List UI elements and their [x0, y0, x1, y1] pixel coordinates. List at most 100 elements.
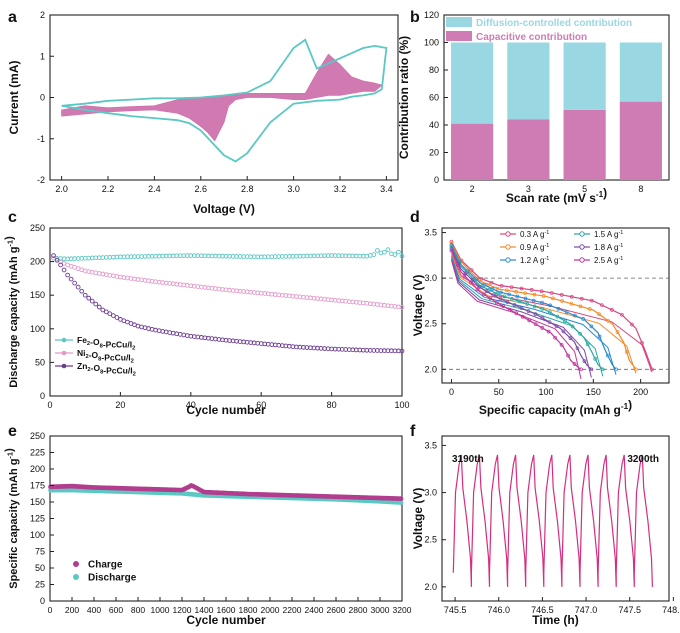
data-point-d [533, 322, 538, 326]
panel-label-d: d [410, 209, 420, 226]
y-tick-label-e: 200 [30, 464, 45, 474]
x-tick-label-f: 746.5 [531, 605, 554, 615]
data-point-d [589, 324, 594, 329]
y-tick-label-b: 80 [429, 65, 439, 75]
data-point-c [107, 311, 113, 317]
bar-diffusion [619, 42, 662, 102]
y-axis-label-c: Discharge capacity (mAh g-1) [4, 236, 20, 388]
y-tick-label-f: 3.0 [424, 488, 437, 498]
data-point-d [540, 306, 545, 311]
data-point-d [569, 294, 574, 299]
legend-marker-c [61, 363, 67, 369]
data-point-d [507, 292, 511, 297]
legend-label-c: Ni2-O8-PcCu/I2 [77, 348, 134, 364]
data-point-d [532, 304, 537, 309]
data-point-d [546, 329, 551, 334]
data-point-d [477, 285, 482, 289]
data-point-d [449, 247, 454, 251]
x-tick-label-b: 2 [470, 184, 475, 194]
data-point-d [531, 298, 536, 303]
legend-marker-c [61, 350, 67, 356]
data-point-d [566, 353, 570, 358]
bar-capacitive [563, 109, 606, 180]
data-point-d [599, 303, 604, 307]
x-tick-label-e: 0 [48, 605, 53, 615]
data-point-d [539, 289, 544, 294]
y-axis-label-b: Contribution ratio (%) [397, 36, 411, 159]
data-point-d [620, 312, 624, 317]
y-tick-label-b: 100 [424, 38, 439, 48]
data-point-d [494, 300, 499, 305]
data-point-d [630, 322, 634, 327]
x-tick-label-d: 50 [494, 387, 504, 397]
x-tick-label-f: 747.5 [618, 605, 641, 615]
legend-marker-d [505, 231, 511, 237]
legend-label-c: Zn2-O8-PcCu/I2 [77, 361, 136, 377]
y-axis-label-e: Specific capacity (mAh g-1) [4, 448, 20, 589]
data-point-d [573, 313, 577, 318]
y-tick-label-e: 75 [35, 547, 45, 557]
legend-marker-d [505, 244, 511, 250]
legend-label-b: Diffusion-controlled contribution [476, 18, 632, 29]
data-point-d [504, 288, 509, 293]
x-tick-label-a: 2.2 [102, 184, 115, 194]
bar-diffusion [507, 42, 550, 120]
data-point-c [399, 304, 405, 310]
data-point-d [555, 314, 560, 319]
bar-diffusion [451, 42, 494, 124]
data-point-d [587, 307, 592, 311]
data-point-c [51, 253, 56, 258]
data-point-d [563, 319, 567, 323]
data-point-d [449, 245, 454, 249]
data-point-d [519, 306, 524, 310]
data-point-d [484, 289, 489, 293]
data-point-d [578, 331, 582, 336]
legend-label-d: 0.3 A g-1 [520, 230, 549, 239]
data-point-d [495, 286, 500, 291]
y-tick-label-a: 0 [40, 93, 45, 103]
y-tick-label-c: 200 [30, 257, 45, 267]
data-point-d [463, 271, 468, 276]
data-point-d [549, 291, 554, 295]
x-axis-label-b: Scan rate (mV s-1) [506, 186, 607, 205]
y-tick-label-a: 1 [40, 51, 45, 61]
data-point-d [624, 349, 629, 354]
data-point-d [499, 283, 504, 288]
legend-label-d: 1.2 A g-1 [520, 256, 549, 265]
data-point-d [507, 307, 512, 312]
y-axis-label-d: Voltage (V) [411, 275, 425, 337]
data-point-d [600, 367, 605, 372]
y-tick-label-b: 20 [429, 148, 439, 158]
data-point-e [398, 500, 404, 506]
x-tick-label-f: 748.0 [662, 605, 680, 615]
data-point-d [515, 294, 520, 299]
data-point-d [579, 296, 584, 301]
legend-label-c: Fe2-O8-PcCu/I2 [77, 335, 135, 351]
x-tick-label-a: 3.4 [380, 184, 393, 194]
y-tick-label-d: 2.0 [424, 364, 437, 374]
x-tick-label-e: 2600 [327, 605, 346, 615]
legend-label-e: Charge [88, 560, 123, 571]
y-tick-label-a: 2 [40, 10, 45, 20]
x-tick-label-c: 20 [115, 400, 125, 410]
x-tick-label-a: 3.2 [334, 184, 347, 194]
x-tick-label-c: 60 [256, 400, 266, 410]
x-axis-label-d: Specific capacity (mAh g-1) [479, 398, 632, 417]
x-tick-label-a: 2.4 [148, 184, 161, 194]
data-point-d [514, 311, 519, 316]
data-point-e [398, 496, 404, 502]
data-point-d [585, 342, 590, 347]
data-point-d [449, 239, 454, 244]
data-point-d [634, 367, 638, 372]
cv-capacitive-area [61, 53, 383, 142]
y-tick-label-b: 60 [429, 93, 439, 103]
data-point-d [589, 298, 594, 303]
x-tick-label-e: 1400 [195, 605, 214, 615]
data-point-d [556, 306, 561, 311]
data-point-d [559, 293, 564, 297]
data-point-c [79, 288, 85, 294]
y-tick-label-e: 100 [30, 530, 45, 540]
y-tick-label-e: 150 [30, 497, 45, 507]
data-point-c [72, 280, 77, 286]
data-point-d [523, 291, 528, 296]
